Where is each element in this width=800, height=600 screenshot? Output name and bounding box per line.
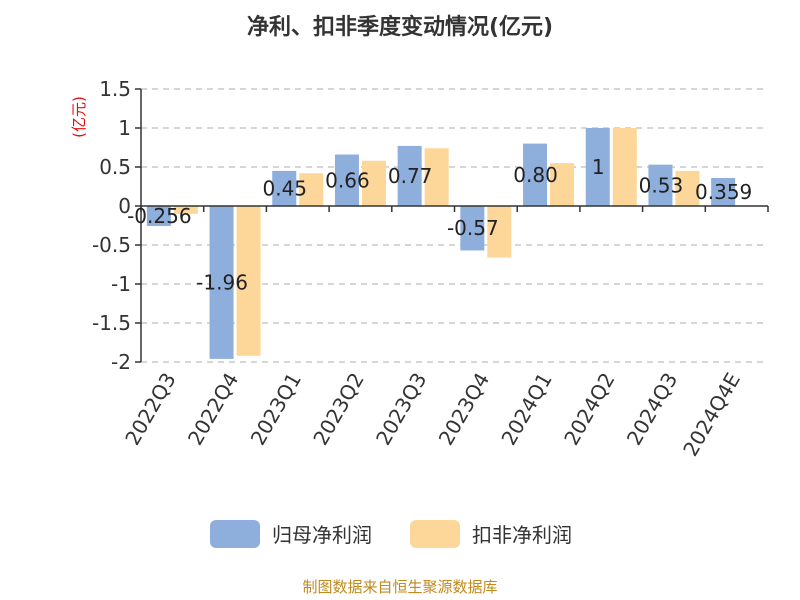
bar: [612, 128, 637, 206]
x-tick-label: 2022Q4: [183, 369, 243, 450]
y-tick-label: 1: [118, 116, 131, 140]
y-tick-label: -2: [111, 350, 131, 374]
data-label: 0.359: [695, 180, 752, 204]
data-label: -1.96: [196, 270, 248, 294]
legend-label-net-profit: 归母净利润: [272, 523, 372, 547]
y-axis-unit-label: (亿元): [70, 96, 88, 138]
legend-swatch-adjusted-profit: [410, 520, 460, 548]
bar: [146, 206, 171, 226]
bars: [146, 128, 736, 359]
bar: [209, 206, 234, 359]
y-tick-label: -1.5: [92, 311, 131, 335]
y-tick-label: 1.5: [99, 77, 131, 101]
x-tick-label: 2024Q4E: [678, 369, 745, 461]
data-label: 0.45: [262, 176, 307, 200]
bar: [550, 163, 575, 206]
data-labels: -0.256 -1.96 0.45 0.66 0.77 -0.57 0.80 1 0.53 0.3…: [127, 155, 752, 294]
bar: [272, 170, 297, 206]
data-label: 1: [592, 155, 605, 179]
bar: [361, 160, 386, 206]
x-tick-label: 2022Q3: [120, 369, 180, 450]
y-tick-label: 0.5: [99, 155, 131, 179]
bar: [236, 206, 261, 356]
data-label: 0.77: [388, 164, 433, 188]
data-label: 0.66: [325, 168, 370, 192]
x-tick-label: 2023Q3: [371, 369, 431, 450]
legend: 归母净利润 扣非净利润: [210, 520, 572, 548]
bar: [585, 128, 610, 206]
bar: [424, 148, 449, 206]
data-label: 0.53: [639, 173, 684, 197]
bar: [299, 173, 324, 206]
legend-swatch-net-profit: [210, 520, 260, 548]
x-tick-label: 2023Q1: [246, 369, 306, 450]
y-tick-label: 0: [118, 194, 131, 218]
bar: [460, 206, 485, 251]
bar: [334, 154, 359, 206]
legend-label-adjusted-profit: 扣非净利润: [472, 523, 572, 547]
x-tick-label: 2024Q2: [559, 369, 619, 450]
bar: [523, 143, 548, 206]
bar: [648, 164, 673, 206]
x-tick-label: 2023Q4: [434, 368, 494, 449]
y-tick-label: -1: [111, 272, 131, 296]
y-tick-labels: 1.5 1 0.5 0 -0.5 -1 -1.5 -2: [92, 77, 131, 374]
x-tick-label: 2023Q2: [308, 369, 368, 450]
bar: [675, 170, 700, 206]
bar: [397, 145, 422, 206]
bar: [487, 206, 512, 258]
data-label: -0.256: [127, 204, 191, 228]
bar: [711, 177, 736, 206]
data-label: -0.57: [447, 216, 499, 240]
data-source-note: 制图数据来自恒生聚源数据库: [302, 578, 497, 596]
x-tick-label: 2024Q3: [622, 369, 682, 450]
axes: [135, 88, 769, 363]
data-label: 0.80: [513, 163, 558, 187]
y-tick-label: -0.5: [92, 233, 131, 257]
x-tick-label: 2024Q1: [496, 369, 556, 450]
chart-title: 净利、扣非季度变动情况(亿元): [247, 14, 553, 40]
x-tick-labels: 2022Q3 2022Q4 2023Q1 2023Q2 2023Q3 2023Q4 2024…: [120, 368, 745, 460]
bar: [173, 206, 198, 214]
